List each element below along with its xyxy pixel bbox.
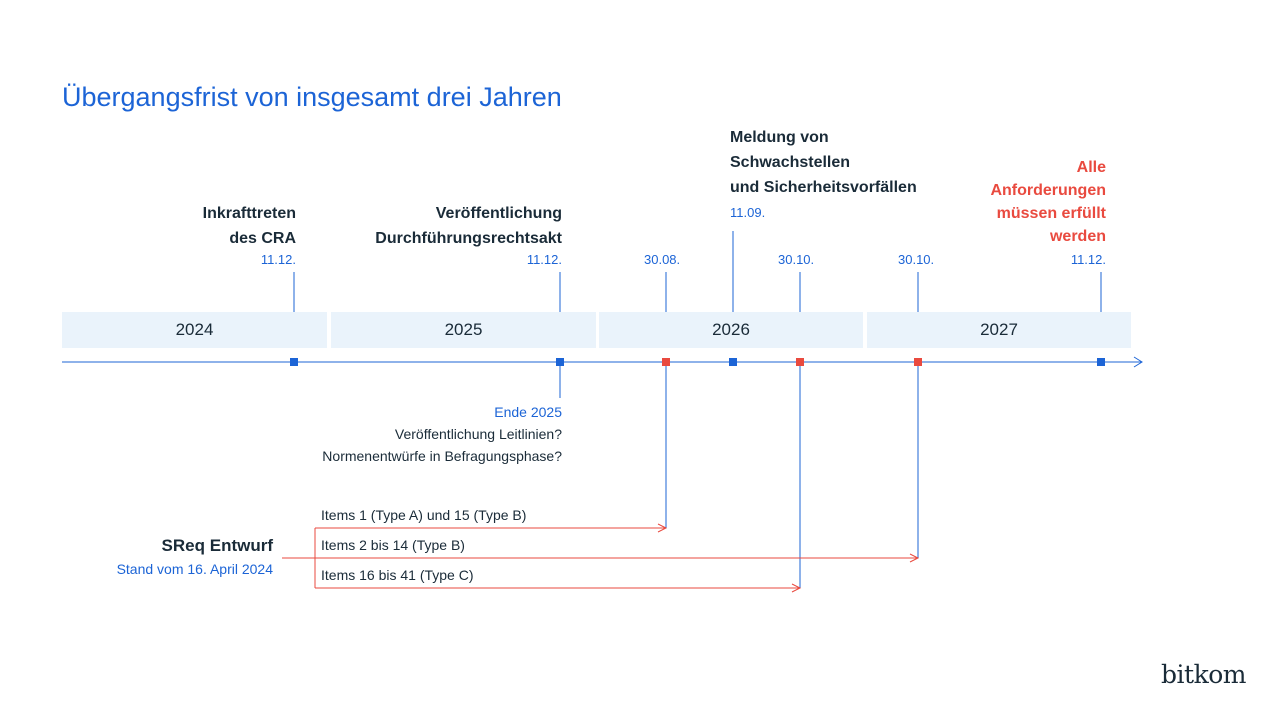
ende2025-date: Ende 2025 — [494, 404, 562, 420]
label-line: Anforderungen — [990, 182, 1106, 199]
year-band-2025: 2025 — [331, 312, 596, 348]
date-3010a: 30.10. — [778, 252, 815, 267]
year-band-2024: 2024 — [62, 312, 327, 348]
sreq-arrowhead-2 — [909, 553, 920, 563]
timeline-arrowhead — [1133, 356, 1143, 368]
milestone-durchfuehrung-label: Veröffentlichung Durchführungsrechtsakt — [375, 201, 562, 251]
ende2025-line: Normenentwürfe in Befragungsphase? — [322, 448, 562, 464]
date-inkraft: 11.12. — [260, 252, 296, 267]
date-meldung: 11.09. — [730, 205, 766, 220]
label-line: des CRA — [229, 230, 296, 247]
sreq-arrowhead-3 — [791, 583, 802, 593]
marker-3010b — [914, 358, 922, 366]
label-line: Schwachstellen — [730, 154, 851, 171]
year-band-2026: 2026 — [599, 312, 863, 348]
marker-meldung — [729, 358, 737, 366]
label-line: und Sicherheitsvorfällen — [730, 179, 917, 196]
label-line: Meldung von — [730, 129, 829, 146]
milestone-inkraft-label: Inkrafttreten des CRA — [203, 201, 296, 251]
label-line: Inkrafttreten — [202, 205, 296, 222]
date-3008: 30.08. — [644, 252, 681, 267]
label-line: müssen erfüllt — [996, 205, 1106, 222]
bitkom-logo: bitkom — [1161, 660, 1246, 689]
sreq-title: SReq Entwurf — [161, 536, 273, 555]
ende2025-line: Veröffentlichung Leitlinien? — [394, 426, 562, 442]
label-line: Durchführungsrechtsakt — [375, 230, 562, 247]
date-alle: 11.12. — [1070, 252, 1106, 267]
page-title: Übergangsfrist von insgesamt drei Jahren — [62, 82, 562, 112]
marker-durchfuehrung — [556, 358, 564, 366]
date-durchfuehrung: 11.12. — [526, 252, 562, 267]
label-line: werden — [1049, 228, 1106, 245]
marker-inkraft — [290, 358, 298, 366]
marker-3010a — [796, 358, 804, 366]
milestone-meldung-label: Meldung von Schwachstellen und Sicherhei… — [730, 125, 917, 200]
marker-3008 — [662, 358, 670, 366]
sreq-arrowhead-1 — [657, 523, 668, 533]
sreq-item-1: Items 1 (Type A) und 15 (Type B) — [321, 507, 527, 523]
label-line: Veröffentlichung — [435, 205, 562, 222]
sreq-subtitle: Stand vom 16. April 2024 — [116, 561, 273, 577]
sreq-item-2: Items 2 bis 14 (Type B) — [321, 537, 465, 553]
date-3010b: 30.10. — [898, 252, 935, 267]
ende2025-note: Ende 2025 Veröffentlichung Leitlinien? N… — [322, 401, 562, 467]
sreq-item-3: Items 16 bis 41 (Type C) — [321, 567, 474, 583]
label-line: Alle — [1076, 159, 1106, 176]
marker-alle — [1097, 358, 1105, 366]
year-band-2027: 2027 — [867, 312, 1131, 348]
milestone-alle-label: Alle Anforderungen müssen erfüllt werden — [990, 156, 1106, 248]
